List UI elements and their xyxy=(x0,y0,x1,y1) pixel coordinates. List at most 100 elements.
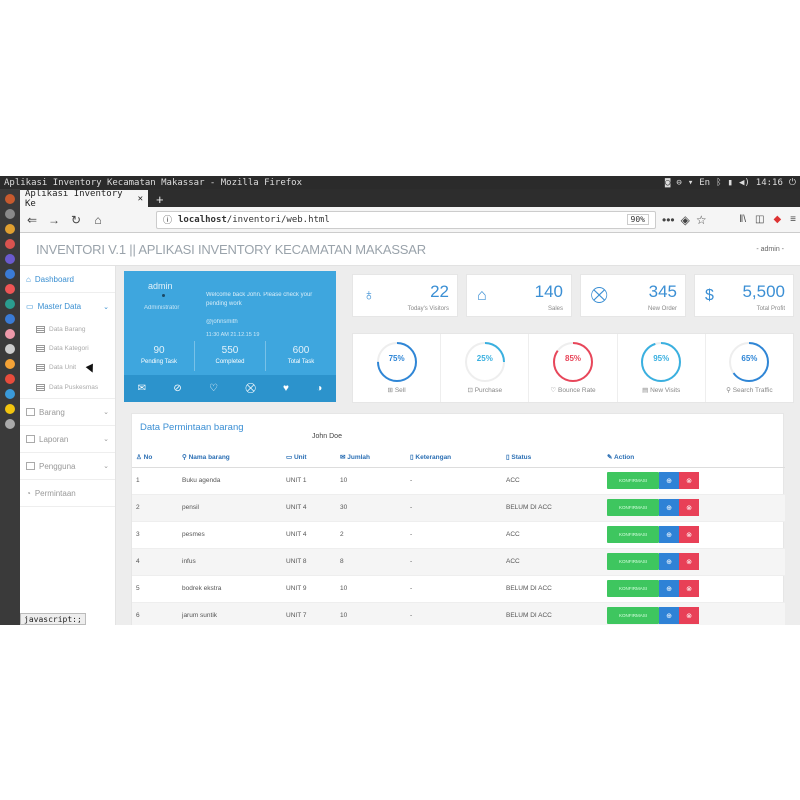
launcher-app-icon[interactable] xyxy=(5,419,15,429)
view-button[interactable]: ⊕ xyxy=(659,580,679,597)
extension-icon[interactable]: ◆ xyxy=(773,214,782,225)
launcher-app-icon[interactable] xyxy=(5,344,15,354)
col-label: Action xyxy=(614,453,635,461)
profile-handle: @johnsmith xyxy=(206,319,238,325)
sidebar-item-pengguna[interactable]: Pengguna ⌄ xyxy=(20,453,115,480)
gauge-icon: ♡ xyxy=(550,387,559,394)
col-label: No xyxy=(143,453,153,461)
table-icon xyxy=(26,435,35,443)
sidebar-item-dashboard[interactable]: ⌂ Dashboard xyxy=(20,266,115,293)
delete-button[interactable]: ⊗ xyxy=(679,607,699,624)
new-tab-button[interactable]: + xyxy=(156,192,164,207)
pie-icon[interactable]: ◑ xyxy=(316,383,323,394)
chevron-down-icon: ⌄ xyxy=(103,303,109,311)
gauge-ring xyxy=(553,342,593,382)
launcher-app-icon[interactable] xyxy=(5,254,15,264)
sidebar-subitem-data-barang[interactable]: Data Barang xyxy=(20,320,115,339)
launcher-app-icon[interactable] xyxy=(5,374,15,384)
reload-icon[interactable]: ↻ xyxy=(70,212,82,227)
info-icon[interactable]: ⓘ xyxy=(163,216,173,226)
confirm-button[interactable]: KONFIRMASI xyxy=(607,526,659,543)
close-tab-icon[interactable]: ✕ xyxy=(137,193,143,204)
confirm-button[interactable]: KONFIRMASI xyxy=(607,607,659,624)
stat-value: 90 xyxy=(153,345,165,356)
bluetooth-icon[interactable]: ᛒ xyxy=(716,177,722,188)
sidebar-item-master-data[interactable]: ▭ Master Data ⌄ xyxy=(20,293,115,320)
launcher-app-icon[interactable] xyxy=(5,269,15,279)
launcher-app-icon[interactable] xyxy=(5,329,15,339)
power-icon[interactable]: ⏻ xyxy=(788,177,796,188)
confirm-button[interactable]: KONFIRMASI xyxy=(607,580,659,597)
stat-label: Total Task xyxy=(287,359,315,365)
comment-icon[interactable]: ♥ xyxy=(283,383,289,394)
launcher-app-icon[interactable] xyxy=(5,224,15,234)
col-status[interactable]: ▯ Status xyxy=(502,447,603,468)
table-row: 2 pensil UNIT 4 30- BELUM DI ACC KONFIRMASI ⊕ ⊗ xyxy=(132,494,785,522)
sidebar-toggle-icon[interactable]: ◫ xyxy=(755,214,765,225)
launcher-app-icon[interactable] xyxy=(5,314,15,324)
url-bar[interactable]: ⓘ localhost/inventori/web.html 90% xyxy=(156,210,656,229)
sidebar-subitem-data-kategori[interactable]: Data Kategori xyxy=(20,339,115,358)
forward-icon[interactable]: → xyxy=(48,212,60,227)
launcher-app-icon[interactable] xyxy=(5,359,15,369)
page-actions-icon[interactable]: ••• xyxy=(662,212,675,227)
admin-menu[interactable]: - admin - xyxy=(756,245,784,253)
col-unit[interactable]: ▭ Unit xyxy=(282,447,336,468)
launcher-app-icon[interactable] xyxy=(5,299,15,309)
delete-button[interactable]: ⊗ xyxy=(679,580,699,597)
launcher-app-icon[interactable] xyxy=(5,389,15,399)
launcher-app-icon[interactable] xyxy=(5,209,15,219)
launcher-app-icon[interactable] xyxy=(5,404,15,414)
wifi-icon[interactable]: ▾ xyxy=(687,177,694,188)
back-icon[interactable]: ⇐ xyxy=(26,212,38,227)
launcher-app-icon[interactable] xyxy=(5,284,15,294)
clock[interactable]: 14:16 xyxy=(755,177,783,188)
view-button[interactable]: ⊕ xyxy=(659,553,679,570)
view-button[interactable]: ⊕ xyxy=(659,499,679,516)
sidebar-item-laporan[interactable]: Laporan ⌄ xyxy=(20,426,115,453)
battery-icon[interactable]: ▮ xyxy=(727,177,733,188)
profile-name: admin xyxy=(148,281,173,291)
delete-button[interactable]: ⊗ xyxy=(679,472,699,489)
zoom-indicator[interactable]: 90% xyxy=(626,214,649,225)
delete-button[interactable]: ⊗ xyxy=(679,526,699,543)
bookmark-star-icon[interactable]: ☆ xyxy=(695,212,707,227)
browser-tab[interactable]: Aplikasi Inventory Ke ✕ xyxy=(20,189,148,209)
volume-icon[interactable]: ◀) xyxy=(738,177,750,188)
view-button[interactable]: ⊕ xyxy=(659,607,679,624)
library-icon[interactable]: ‖\ xyxy=(739,214,746,225)
table-cell: ACC xyxy=(502,521,603,549)
col-nama-barang[interactable]: ⚲ Nama barang xyxy=(178,447,282,468)
mail-icon[interactable]: ✉ xyxy=(137,383,147,394)
heart-icon[interactable]: ♡ xyxy=(209,383,219,394)
delete-button[interactable]: ⊗ xyxy=(679,499,699,516)
table-cell: BELUM DI ACC xyxy=(502,575,603,603)
view-button[interactable]: ⊕ xyxy=(659,472,679,489)
sidebar-item-permintaan[interactable]: ◔ Permintaan xyxy=(20,480,115,507)
launcher-app-icon[interactable] xyxy=(5,194,15,204)
confirm-button[interactable]: KONFIRMASI xyxy=(607,553,659,570)
col-jumlah[interactable]: ✉ Jumlah xyxy=(336,447,406,468)
col-no[interactable]: ♙ No xyxy=(132,447,178,468)
confirm-button[interactable]: KONFIRMASI xyxy=(607,472,659,489)
col-keterangan[interactable]: ▯ Keterangan xyxy=(406,447,502,468)
keyboard-lang[interactable]: En xyxy=(699,177,711,188)
delete-button[interactable]: ⊗ xyxy=(679,553,699,570)
menu-icon[interactable]: ≡ xyxy=(790,214,796,225)
cart-icon[interactable]: ⛒ xyxy=(245,383,256,394)
gauge-label-text: New Visits xyxy=(650,387,681,394)
sidebar-subitem-data-unit[interactable]: Data Unit xyxy=(20,358,115,377)
confirm-button[interactable]: KONFIRMASI xyxy=(607,499,659,516)
camera-icon[interactable]: ◙ xyxy=(665,177,671,188)
sidebar-item-barang[interactable]: Barang ⌄ xyxy=(20,399,115,426)
sidebar-subitem-data-puskesmas[interactable]: Data Puskesmas xyxy=(20,377,115,399)
pocket-icon[interactable]: ◈ xyxy=(680,212,690,227)
action-group: KONFIRMASI ⊕ ⊗ xyxy=(607,499,785,516)
settings-icon[interactable]: ⊘ xyxy=(173,383,182,394)
col-action[interactable]: ✎ Action xyxy=(603,447,785,468)
view-button[interactable]: ⊕ xyxy=(659,526,679,543)
phone-icon: ▯ xyxy=(410,453,416,461)
home-icon[interactable]: ⌂ xyxy=(94,212,102,227)
stop-icon[interactable]: ⊖ xyxy=(676,177,682,188)
launcher-app-icon[interactable] xyxy=(5,239,15,249)
